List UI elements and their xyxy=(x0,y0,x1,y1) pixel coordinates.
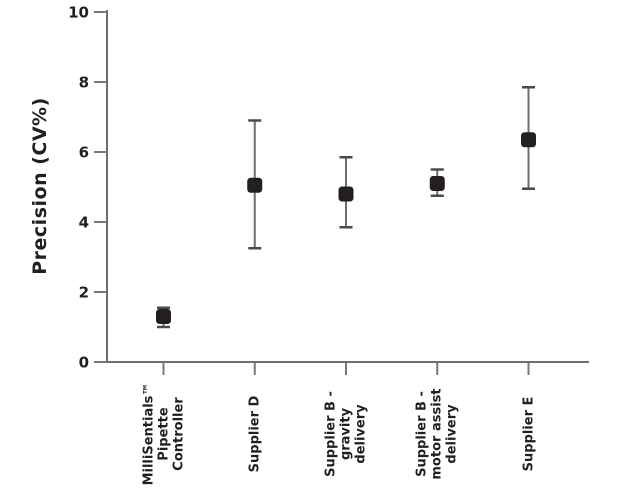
x-axis-label: Supplier D xyxy=(247,395,263,473)
x-axis-label: Supplier B - gravity delivery xyxy=(323,391,369,477)
y-tick-label: 4 xyxy=(79,214,89,232)
y-tick-label: 10 xyxy=(68,4,89,22)
data-point-marker xyxy=(156,309,171,324)
x-axis-label: Supplier B - motor assist delivery xyxy=(414,388,460,480)
x-axis-label: Supplier E xyxy=(521,396,536,472)
y-tick-label: 8 xyxy=(79,74,89,92)
y-tick-label: 2 xyxy=(79,284,89,302)
y-tick-label: 0 xyxy=(79,354,89,372)
x-axis-label: MilliSentials™ Pipette Controller xyxy=(141,382,186,486)
y-tick-label: 6 xyxy=(79,144,89,162)
data-point-marker xyxy=(429,176,445,191)
data-point-marker xyxy=(338,186,354,202)
data-point-marker xyxy=(247,177,263,193)
data-point-marker xyxy=(521,132,536,148)
